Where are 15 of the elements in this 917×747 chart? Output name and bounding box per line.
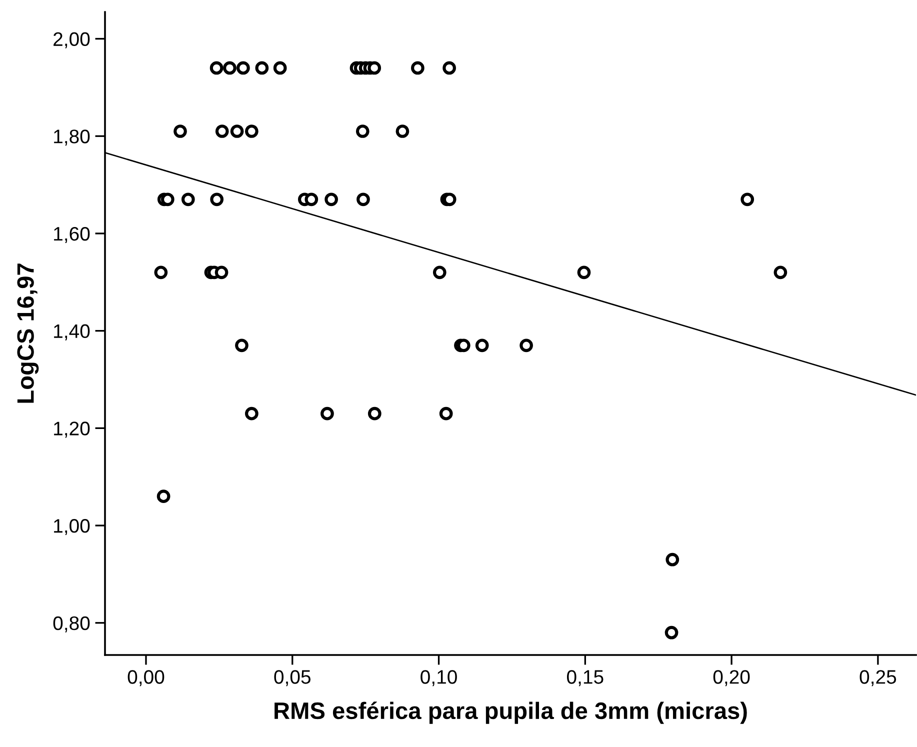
x-tick-label: 0,00 [128, 670, 164, 686]
x-tick-label: 0,25 [860, 670, 896, 686]
x-tick-label: 0,20 [713, 670, 750, 686]
x-tick-label: 0,05 [274, 670, 310, 686]
y-tick-label: 1,60 [54, 226, 90, 244]
x-axis-title: RMS esférica para pupila de 3mm (micras) [274, 702, 747, 724]
x-tick-label: 0,15 [567, 670, 604, 686]
y-tick-label: 1,80 [54, 130, 90, 146]
y-tick-label: 1,40 [54, 324, 90, 340]
y-tick-label: 1,20 [54, 422, 90, 438]
y-tick-label: 0,80 [53, 616, 90, 632]
x-tick-label: 0,10 [420, 670, 457, 686]
y-tick-label: 1,00 [54, 518, 90, 536]
y-tick-label: 2,00 [54, 32, 90, 48]
y-axis-title: LogCS 16,97 [17, 264, 39, 403]
